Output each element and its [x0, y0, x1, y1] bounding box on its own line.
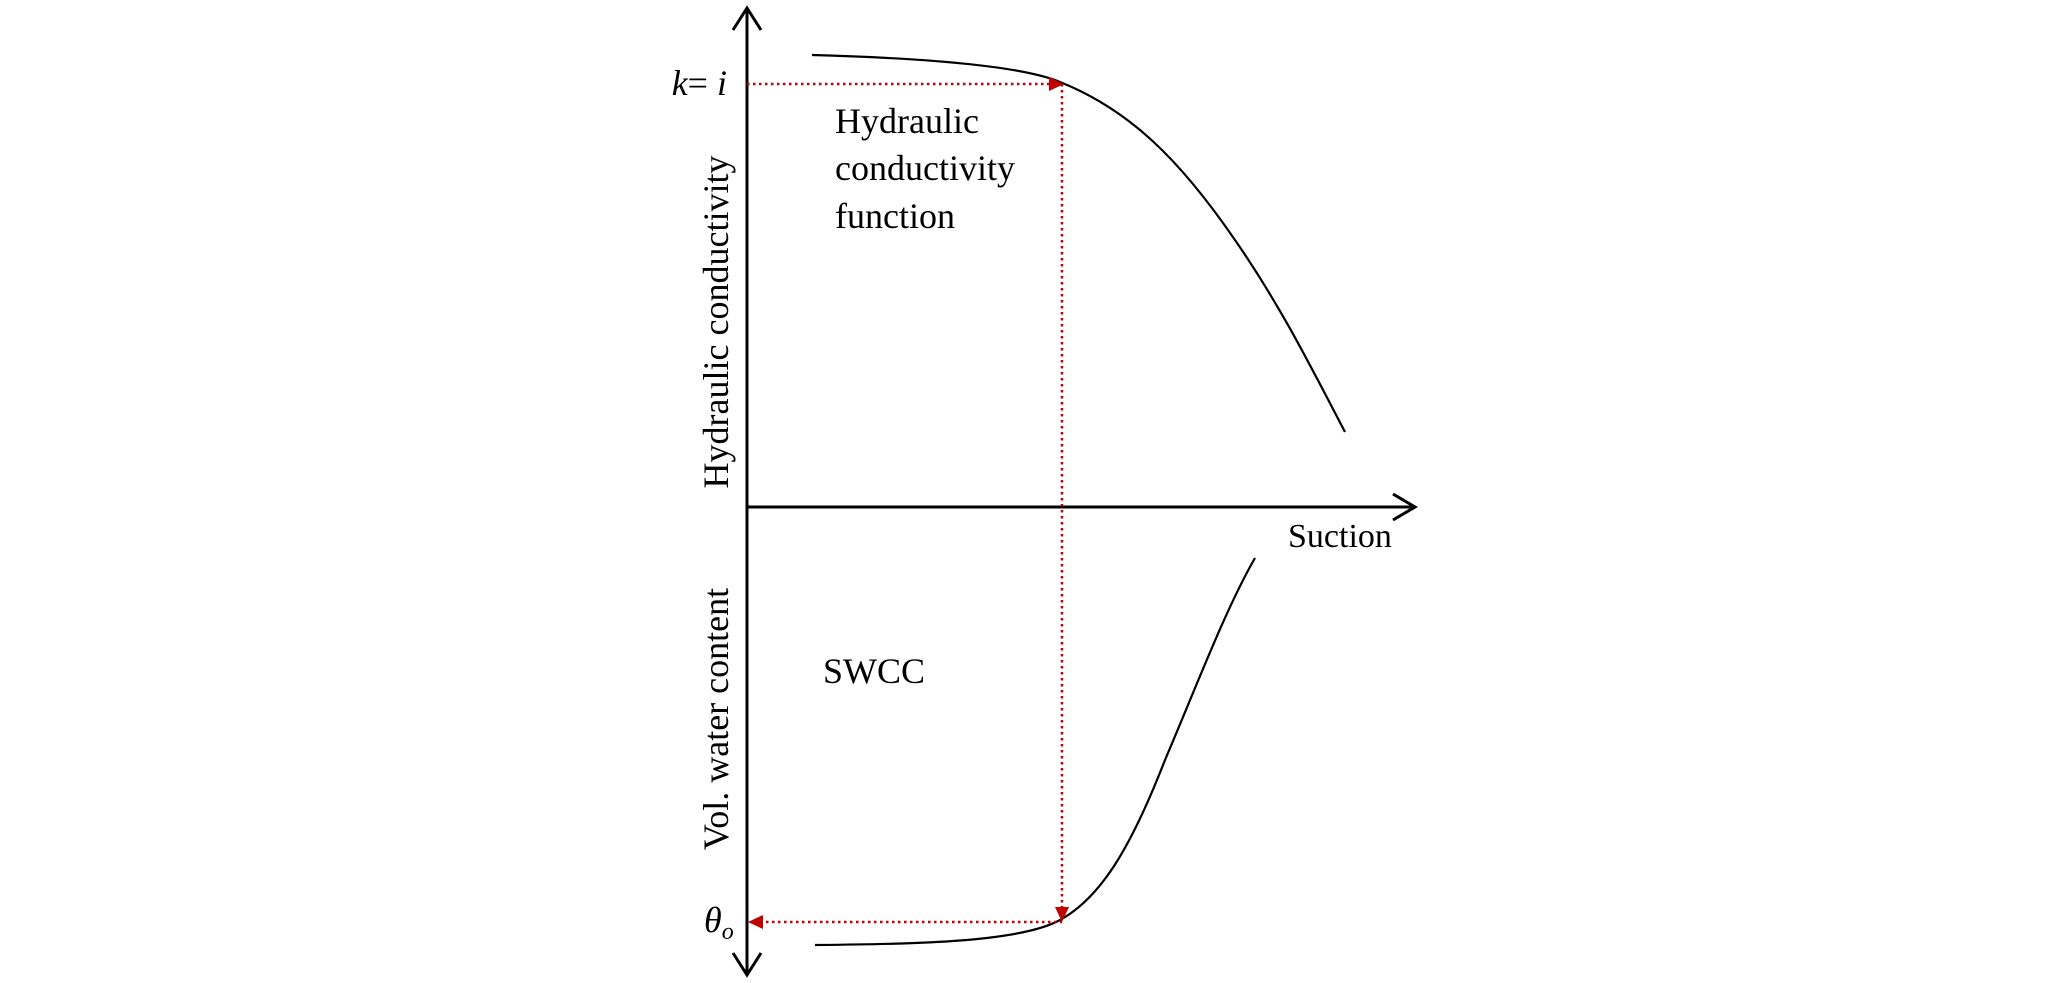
theta-symbol: θ — [704, 900, 722, 940]
lower-y-axis-label: Vol. water content — [696, 588, 736, 850]
swcc-label: SWCC — [823, 651, 925, 691]
upper-y-axis-label: Hydraulic conductivity — [696, 156, 736, 489]
hcf-label-line-1: Hydraulic — [835, 101, 979, 141]
theta-subscript: o — [722, 919, 734, 945]
theta-o-label: θo — [704, 900, 734, 945]
k-guide-arrowhead — [1049, 77, 1064, 91]
k-equals-i-label: k= i — [672, 63, 727, 103]
horizontal-axis-arrowhead — [1392, 492, 1418, 522]
vertical-axis-bottom-arrowhead — [731, 952, 763, 978]
vertical-axis-top-arrowhead — [731, 5, 763, 31]
vertical-guide-arrowhead — [1055, 907, 1069, 922]
k-value: i — [717, 63, 727, 103]
hcf-label-line-2: conductivity — [835, 148, 1015, 188]
k-variable: k — [672, 63, 689, 103]
hcf-label-line-3: function — [835, 196, 955, 236]
swcc-curve — [814, 557, 1256, 947]
hydraulic-conductivity-curve — [811, 53, 1346, 433]
x-axis-label: Suction — [1288, 518, 1392, 555]
k-equals-sign: = — [688, 63, 717, 103]
theta-guide-arrowhead — [748, 915, 763, 929]
